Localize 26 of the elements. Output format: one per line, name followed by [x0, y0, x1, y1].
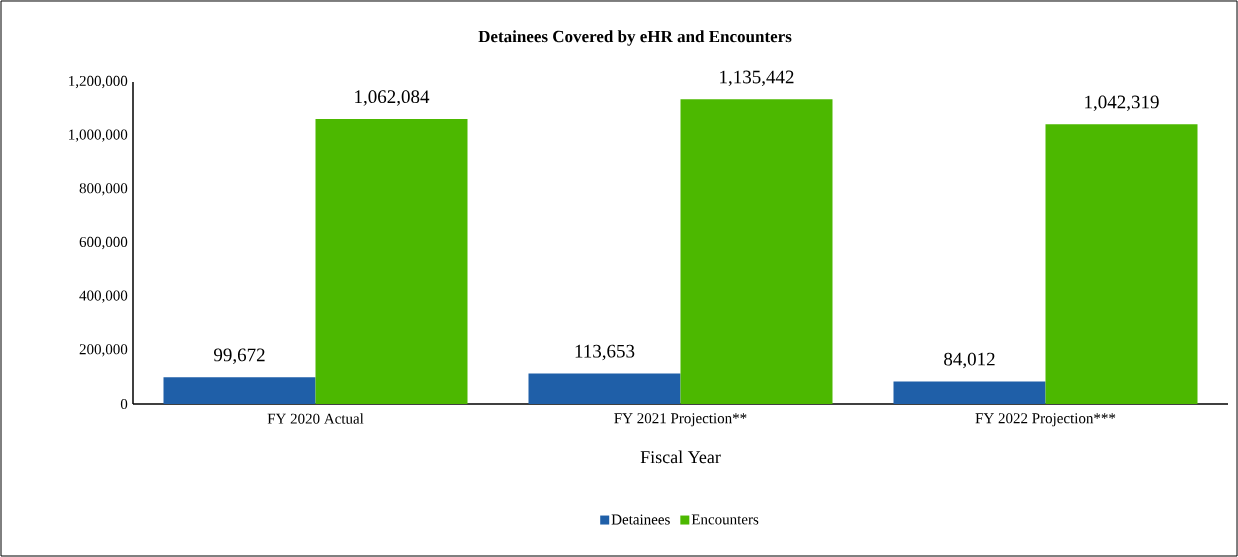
y-tick-label: 200,000 — [79, 344, 128, 357]
y-tick-label: 400,000 — [79, 290, 128, 303]
data-label: 84,012 — [944, 352, 995, 369]
x-tick-label: FY 2021 Projection** — [614, 413, 747, 427]
bar — [680, 99, 833, 404]
y-tick-label: 800,000 — [79, 183, 128, 196]
y-tick-label: 1,200,000 — [69, 75, 128, 89]
legend-label: Encounters — [691, 514, 759, 525]
chart-title: Detainees Covered by eHR and Encounters — [478, 30, 792, 46]
data-label: 1,042,319 — [1085, 95, 1159, 112]
data-label: 113,653 — [575, 344, 635, 361]
bar — [528, 373, 681, 404]
data-label: 1,062,084 — [355, 90, 430, 106]
data-label: 1,135,442 — [720, 70, 794, 87]
y-tick-label: 600,000 — [79, 236, 128, 250]
y-tick-label: 0 — [120, 398, 128, 410]
data-label: 99,672 — [213, 348, 265, 365]
x-axis-title: Fiscal Year — [640, 450, 721, 464]
legend-label: Detainees — [611, 514, 670, 525]
bar — [163, 377, 316, 404]
x-tick-label: FY 2020 Actual — [267, 413, 364, 424]
y-tick-label: 1,000,000 — [69, 129, 128, 142]
bar — [315, 119, 468, 404]
bar — [1045, 124, 1198, 404]
x-tick-label: FY 2022 Projection*** — [975, 413, 1116, 427]
bar — [893, 381, 1046, 404]
